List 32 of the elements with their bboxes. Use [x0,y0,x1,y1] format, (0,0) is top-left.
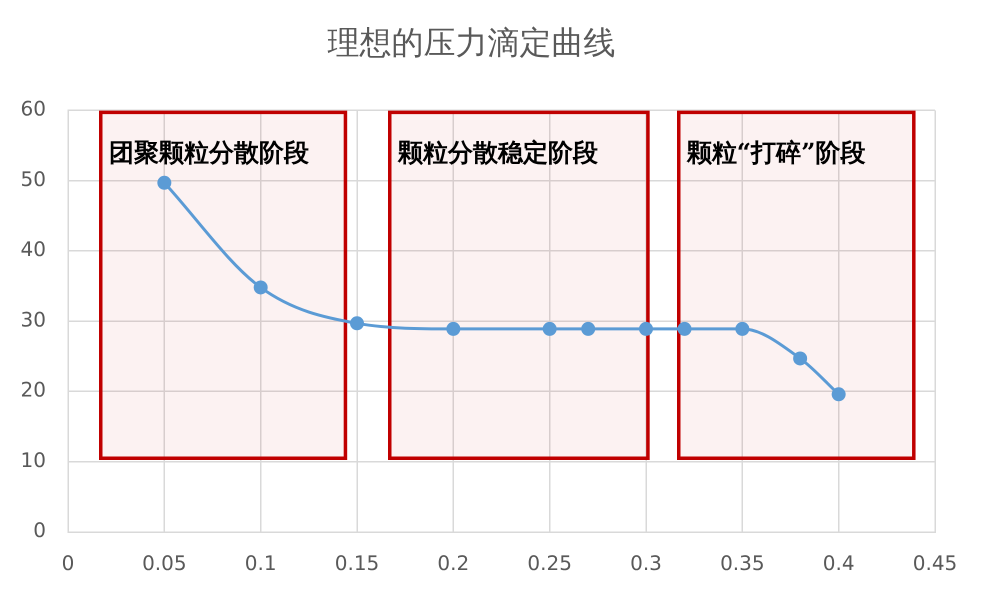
x-tick-label: 0.3 [630,551,662,576]
chart-title: 理想的压力滴定曲线 [328,24,616,62]
band-label: 颗粒分散稳定阶段 [396,138,599,167]
x-tick-label: 0.05 [142,551,187,576]
point [542,322,557,336]
x-tick-label: 0.35 [720,551,765,576]
point [254,280,268,294]
x-tick-label: 0.45 [912,551,958,576]
band-label: 团聚颗粒分散阶段 [108,138,310,167]
point [678,322,692,336]
y-tick-label: 60 [20,96,46,121]
point [793,351,808,366]
x-tick-label: 0.1 [244,551,277,576]
point [157,176,172,190]
y-tick-label: 20 [20,378,46,402]
x-tick-label: 0.4 [822,551,855,576]
point [581,322,596,336]
band-label: 颗粒“打碎”阶段 [686,138,867,167]
y-tick-label: 30 [20,307,46,332]
point [639,322,653,336]
x-tick-label: 0.25 [527,551,572,576]
x-tick-label: 0.2 [437,551,470,576]
y-tick-label: 10 [20,448,46,472]
y-tick-label: 0 [33,518,46,542]
x-tick-label: 0.15 [334,551,380,576]
point [735,322,750,336]
point [350,316,364,330]
point [446,322,460,336]
x-tick-label: 0 [62,551,74,576]
point [832,387,846,402]
y-tick-label: 40 [20,237,46,262]
y-tick-label: 50 [20,166,46,191]
